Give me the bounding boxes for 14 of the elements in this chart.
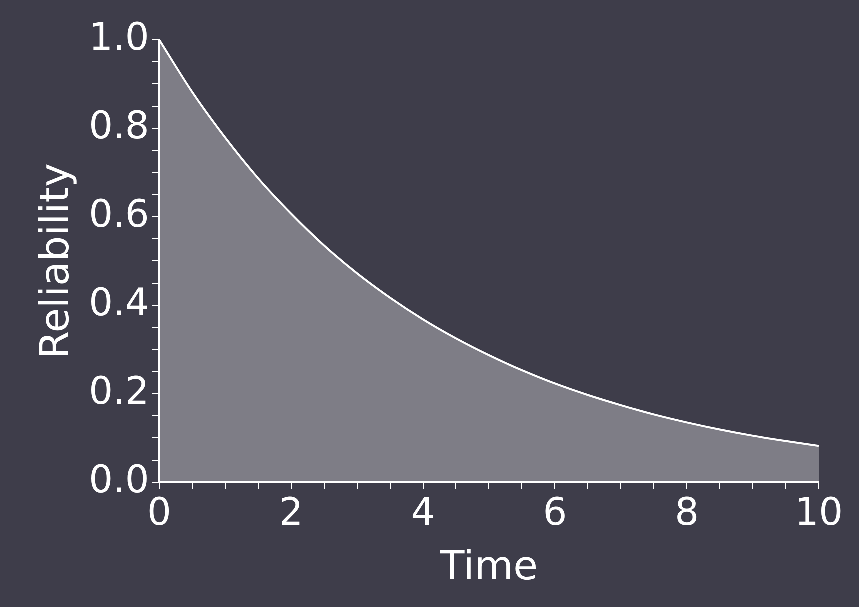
y-tick-label: 0.4 (88, 280, 150, 324)
y-tick-label: 0.8 (88, 103, 150, 148)
y-tick-label: 0.6 (88, 192, 150, 236)
y-tick-label: 0.2 (88, 368, 150, 413)
y-axis-title: Reliability (32, 163, 78, 359)
y-tick-label: 0.0 (88, 457, 150, 502)
x-tick-label: 6 (543, 490, 568, 534)
x-axis-title: Time (439, 543, 538, 590)
x-tick-label: 2 (279, 490, 304, 534)
x-tick-label: 10 (794, 490, 844, 534)
y-tick-label: 1.0 (88, 14, 150, 59)
x-tick-label: 4 (411, 490, 436, 534)
x-tick-label: 8 (674, 490, 700, 534)
x-tick-label: 0 (147, 490, 172, 534)
